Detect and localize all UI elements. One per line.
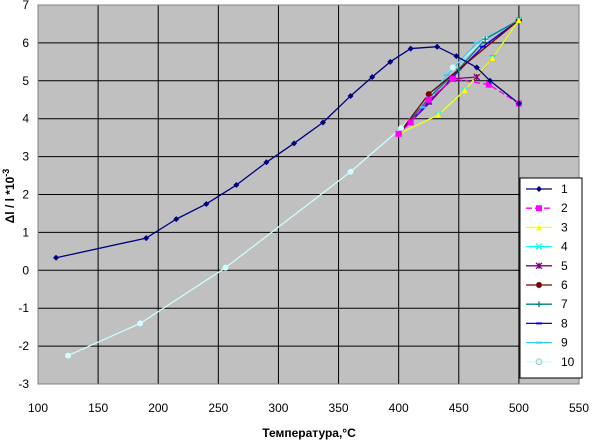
data-point-s1 bbox=[515, 100, 522, 107]
data-point-s1 bbox=[291, 140, 298, 147]
data-point-s1 bbox=[143, 235, 150, 242]
x-tick-label: 100 bbox=[28, 401, 48, 415]
data-point-s2 bbox=[485, 81, 492, 88]
y-tick-label: -1 bbox=[18, 301, 29, 315]
data-point-s3 bbox=[489, 55, 496, 62]
y-tick-label: 4 bbox=[22, 112, 29, 126]
data-point-s1 bbox=[233, 182, 240, 189]
legend-label: 8 bbox=[561, 316, 568, 330]
data-point-s2 bbox=[449, 75, 456, 82]
legend: 1 2 3 4 5 6 7 8 9 10 bbox=[519, 177, 583, 379]
data-point-s10 bbox=[449, 64, 456, 71]
x-tick-label: 150 bbox=[88, 401, 108, 415]
data-point-s3 bbox=[515, 17, 522, 24]
data-point-s1 bbox=[369, 74, 376, 81]
y-tick-label: 5 bbox=[22, 74, 29, 88]
legend-label: 9 bbox=[561, 336, 568, 350]
x-tick-label: 250 bbox=[208, 401, 228, 415]
legend-marker-10 bbox=[535, 358, 543, 366]
y-axis-title-group: Δl / l *10-3 bbox=[1, 169, 17, 224]
data-point-s3 bbox=[461, 87, 468, 94]
legend-label: 10 bbox=[561, 355, 575, 369]
x-tick-label: 200 bbox=[148, 401, 168, 415]
y-tick-label: 6 bbox=[22, 36, 29, 50]
data-point-s1 bbox=[387, 58, 394, 65]
data-point-s10 bbox=[398, 125, 405, 132]
x-tick-label: 550 bbox=[569, 401, 589, 415]
y-axis-title-exponent: -3 bbox=[1, 169, 11, 177]
data-point-s1 bbox=[53, 254, 60, 261]
y-tick-label: 7 bbox=[22, 0, 29, 12]
data-point-s2 bbox=[407, 119, 414, 126]
legend-label: 5 bbox=[561, 259, 568, 273]
y-tick-label: 3 bbox=[22, 150, 29, 164]
legend-marker-6 bbox=[535, 281, 543, 289]
data-point-s1 bbox=[173, 216, 180, 223]
data-point-s2 bbox=[395, 130, 402, 137]
data-point-s1 bbox=[263, 159, 270, 166]
x-tick-label: 400 bbox=[389, 401, 409, 415]
data-point-s1 bbox=[319, 119, 326, 126]
data-point-s3 bbox=[435, 111, 442, 118]
svg-text:Δl / l *10-3: Δl / l *10-3 bbox=[1, 169, 17, 224]
data-point-s10 bbox=[137, 320, 144, 327]
legend-marker-3 bbox=[536, 224, 542, 231]
data-point-s10 bbox=[347, 168, 354, 175]
x-tick-label: 350 bbox=[329, 401, 349, 415]
data-point-s10 bbox=[65, 352, 72, 359]
data-point-s1 bbox=[434, 43, 441, 50]
data-point-s7 bbox=[482, 36, 489, 43]
y-tick-label: 2 bbox=[22, 188, 29, 202]
data-point-s7 bbox=[455, 66, 462, 73]
markers-group bbox=[53, 16, 523, 359]
legend-marker-5 bbox=[535, 262, 543, 270]
data-point-s1 bbox=[473, 64, 480, 71]
legend-label: 6 bbox=[561, 278, 568, 292]
legend-label: 3 bbox=[561, 220, 568, 234]
x-tick-label: 500 bbox=[509, 401, 529, 415]
y-tick-label: -3 bbox=[18, 377, 29, 391]
y-tick-labels: -3 -2 -1 0 1 2 3 4 5 6 7 bbox=[18, 0, 29, 391]
y-tick-label: 0 bbox=[22, 263, 29, 277]
data-point-s6 bbox=[425, 91, 432, 98]
legend-marker-2 bbox=[536, 205, 542, 212]
legend-marker-4 bbox=[535, 243, 543, 251]
data-point-s1 bbox=[407, 45, 414, 52]
data-point-s1 bbox=[487, 77, 494, 84]
x-tick-labels: 100 150 200 250 300 350 400 450 500 550 bbox=[28, 401, 589, 415]
data-point-s1 bbox=[203, 200, 210, 207]
data-point-s2 bbox=[425, 96, 432, 103]
y-axis-title: Δl / l *10 bbox=[3, 176, 17, 223]
x-tick-label: 450 bbox=[449, 401, 469, 415]
data-point-s1 bbox=[347, 92, 354, 99]
legend-marker-1 bbox=[536, 186, 542, 192]
x-tick-label: 300 bbox=[268, 401, 288, 415]
data-point-s5 bbox=[473, 73, 481, 81]
legend-label: 1 bbox=[561, 182, 568, 196]
legend-label: 4 bbox=[561, 240, 568, 254]
data-point-s10 bbox=[222, 264, 229, 271]
x-axis-title: Температура,°С bbox=[262, 426, 356, 440]
legend-box bbox=[519, 177, 583, 379]
y-tick-label: -2 bbox=[18, 339, 29, 353]
legend-label: 2 bbox=[561, 201, 568, 215]
y-tick-label: 1 bbox=[22, 225, 29, 239]
data-point-s1 bbox=[453, 53, 460, 60]
legend-marker-7 bbox=[536, 301, 542, 308]
legend-label: 7 bbox=[561, 297, 568, 311]
